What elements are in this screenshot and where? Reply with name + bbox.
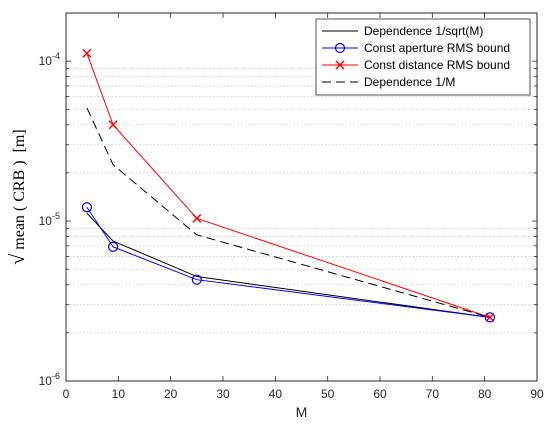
legend-label: Dependence 1/M [364, 75, 455, 89]
x-tick-label: 60 [373, 387, 387, 401]
legend-label: Const distance RMS bound [364, 58, 510, 72]
series-line [86, 53, 491, 318]
x-tick-label: 20 [164, 387, 178, 401]
x-tick-label: 0 [63, 387, 70, 401]
legend-marker [335, 60, 345, 70]
series-line [86, 206, 490, 318]
svg-text:√ mean ( CRB: √ mean ( CRB ) [m] [7, 129, 29, 264]
data-point [191, 274, 202, 285]
y-tick-base: 10 [39, 374, 53, 388]
legend-item: Dependence 1/M [322, 75, 455, 89]
x-tick-label: 10 [112, 387, 126, 401]
x-tick-label: 30 [216, 387, 230, 401]
y-tick-label: 10-4 [39, 51, 60, 68]
ylabel-function: mean [11, 215, 28, 250]
x-tick-label: 40 [269, 387, 283, 401]
plot-frame [65, 12, 538, 382]
legend-item: Const distance RMS bound [322, 58, 510, 72]
legend: Dependence 1/sqrt(M) Const aperture RMS b… [315, 18, 531, 96]
x-tick-label: 50 [321, 387, 335, 401]
ylabel-open-paren: ( [11, 206, 28, 211]
y-tick-base: 10 [39, 214, 53, 228]
y-tick-exponent: -4 [52, 51, 60, 61]
y-tick-label: 10-6 [39, 371, 60, 388]
x-tick-label: 90 [530, 387, 544, 401]
legend-item: Dependence 1/sqrt(M) [322, 24, 483, 38]
data-point [107, 241, 119, 252]
ylabel-sqrt-symbol: √ [7, 254, 29, 265]
x-axis-title: M [296, 404, 308, 420]
legend-label: Dependence 1/sqrt(M) [364, 24, 483, 38]
data-point [484, 312, 495, 323]
y-tick-exponent: -5 [52, 211, 60, 221]
ylabel-close-paren: ) [11, 160, 28, 165]
data-point [108, 120, 118, 130]
y-axis-title: √ mean ( CRB ) [m] [7, 129, 29, 264]
ylabel-unit: [m] [11, 129, 28, 152]
x-tick-label: 80 [478, 387, 492, 401]
legend-item: Const aperture RMS bound [322, 41, 510, 55]
y-tick-exponent: -6 [52, 371, 60, 381]
series-layer [81, 48, 495, 323]
ylabel-argument: CRB [11, 170, 28, 202]
legend-marker [334, 42, 346, 54]
data-point [192, 213, 202, 223]
series-line [86, 107, 491, 318]
data-point [82, 48, 92, 58]
legend-label: Const aperture RMS bound [364, 41, 510, 55]
data-point [81, 202, 93, 213]
x-tick-label: 70 [426, 387, 440, 401]
y-tick-base: 10 [39, 54, 53, 68]
y-tick-label: 10-5 [39, 211, 60, 228]
